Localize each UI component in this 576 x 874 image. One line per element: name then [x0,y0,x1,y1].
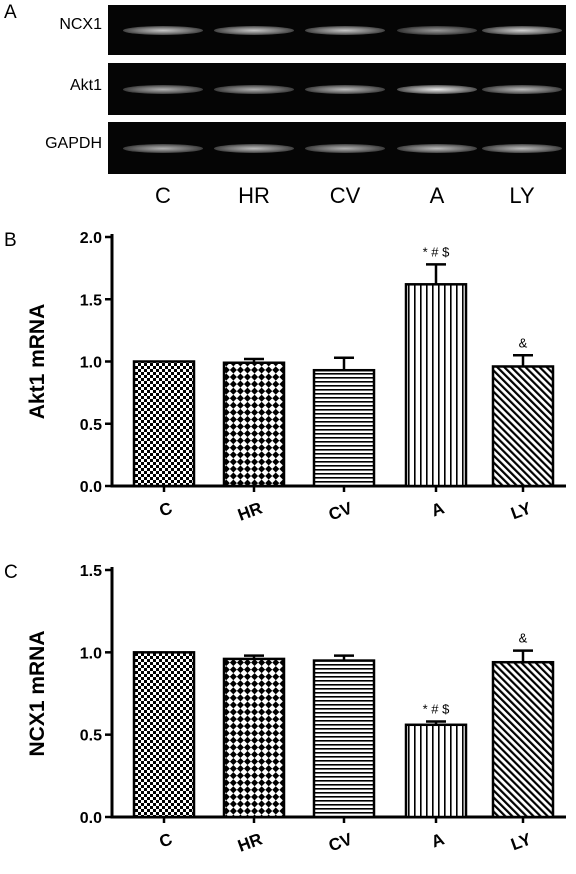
gel-band [397,84,477,94]
x-tick-label: LY [508,829,534,854]
gel-lane-label-hr: HR [238,183,270,208]
y-tick-label: 1.0 [80,645,102,662]
x-tick-label: CV [326,498,355,524]
gel-strip-gapdh [108,122,566,174]
bar-c [132,651,196,819]
significance-annotation: * # $ [423,244,451,259]
gel-band [482,25,562,35]
bar-cv [312,368,376,488]
gel-band [214,84,294,94]
panel-a-letter: A [4,2,17,23]
bar-ly [491,660,555,819]
gel-band [397,143,477,153]
y-tick-label: 1.0 [80,355,102,372]
akt1-mrna-chart: 0.0 0.5 1.0 1.5 2.0 Akt1 mRNA C HR CV * # $ A & LY [26,230,566,525]
x-tick-label: LY [508,498,534,523]
x-tick-label: C [157,498,175,520]
y-tick-label: 1.5 [80,292,102,309]
gel-band [305,84,385,94]
gel-band [123,25,203,35]
gel-band [305,143,385,153]
gel-lane-label-c: C [155,183,171,208]
panel-b-letter: B [4,230,17,251]
gel-band [214,25,294,35]
gel-lane-label-a: A [429,183,445,208]
y-tick-label: 1.5 [80,563,102,580]
gel-strip-akt1 [108,63,566,115]
bar-a [404,723,468,819]
significance-annotation: * # $ [423,701,451,716]
gel-row-label-gapdh: GAPDH [45,135,102,152]
gel-band [123,143,203,153]
bar-c [132,360,196,488]
y-axis-label: Akt1 mRNA [26,304,49,420]
panel-c-letter: C [4,562,18,583]
y-tick-label: 0.0 [80,479,102,496]
x-tick-label: HR [235,498,265,524]
gel-strip-ncx1 [108,5,566,55]
bar-hr [222,657,286,819]
significance-annotation: & [519,631,528,646]
y-axis-label: NCX1 mRNA [26,630,49,756]
gel-band [482,84,562,94]
bar-cv [312,659,376,819]
gel-band [482,143,562,153]
bar-hr [222,361,286,488]
y-tick-label: 2.0 [80,230,102,247]
x-tick-label: A [429,829,447,851]
gel-lane-label-cv: CV [329,183,361,208]
gel-row-label-akt1: Akt1 [69,77,102,94]
gel-band [214,143,294,153]
gel-lane-label-ly: LY [509,183,535,208]
significance-annotation: & [519,335,528,350]
x-tick-label: A [429,498,447,520]
gel-band [397,25,477,35]
bar-a [404,283,468,488]
y-tick-label: 0.5 [80,728,102,745]
x-tick-label: C [157,829,175,851]
gel-row-label-ncx1: NCX1 [59,16,102,33]
x-tick-label: CV [326,829,355,855]
y-tick-label: 0.0 [80,810,102,827]
gel-band [123,84,203,94]
x-tick-label: HR [235,829,265,855]
bar-ly [491,365,555,488]
gel-band [305,25,385,35]
ncx1-mrna-chart: 0.0 0.5 1.0 1.5 NCX1 mRNA C HR CV * # $ A & LY [26,563,566,856]
y-tick-label: 0.5 [80,417,102,434]
